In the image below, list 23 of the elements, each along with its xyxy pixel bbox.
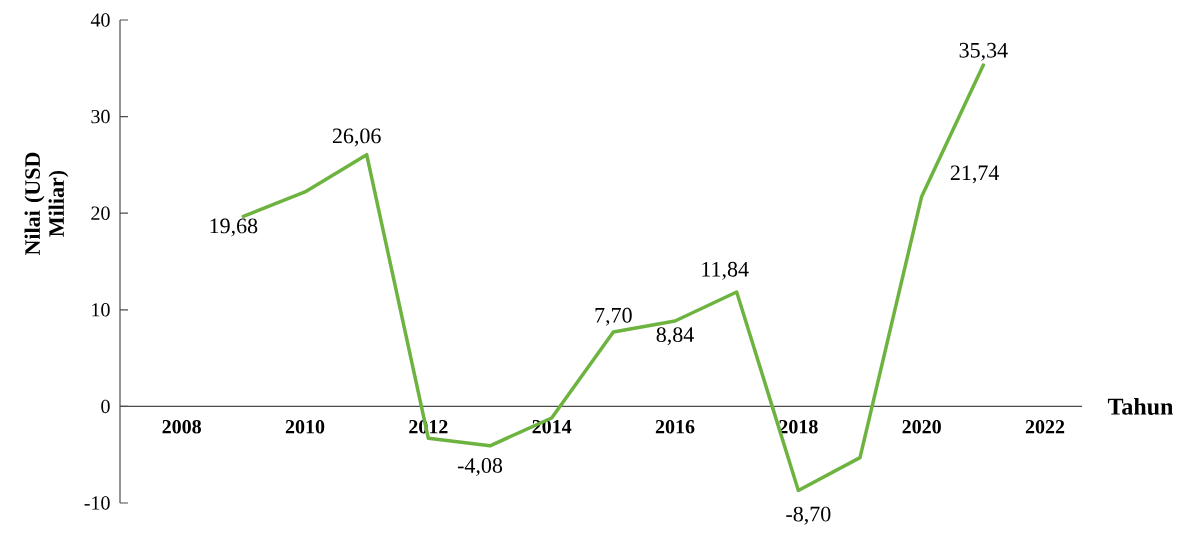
data-label: 8,84	[656, 327, 694, 346]
data-label: 21,74	[950, 165, 1000, 184]
data-label: 26,06	[332, 128, 381, 147]
x-tick-label: 2020	[902, 419, 941, 434]
data-label: -4,08	[457, 458, 503, 477]
data-label: 19,68	[210, 218, 258, 237]
x-tick-label: 2018	[779, 419, 818, 434]
data-label: 7,70	[595, 307, 632, 326]
data-label: 35,34	[959, 42, 1008, 61]
y-axis-title: Nilai (USD Miliar)	[24, 152, 69, 256]
x-tick-label: 2016	[655, 419, 695, 434]
y-tick-label: -10	[84, 496, 110, 510]
y-tick-label: 0	[101, 399, 110, 414]
x-tick-label: 2022	[1025, 419, 1065, 434]
y-tick-label: 30	[91, 109, 110, 124]
x-axis-title: Tahun	[1107, 397, 1174, 415]
data-label: -8,70	[786, 506, 831, 525]
y-tick-label: 20	[91, 206, 110, 220]
y-tick-label: 10	[92, 303, 110, 317]
y-tick-label: 40	[90, 13, 110, 27]
x-tick-label: 2010	[285, 419, 325, 434]
data-label: 11,84	[702, 261, 749, 280]
x-tick-label: 2008	[162, 419, 201, 434]
